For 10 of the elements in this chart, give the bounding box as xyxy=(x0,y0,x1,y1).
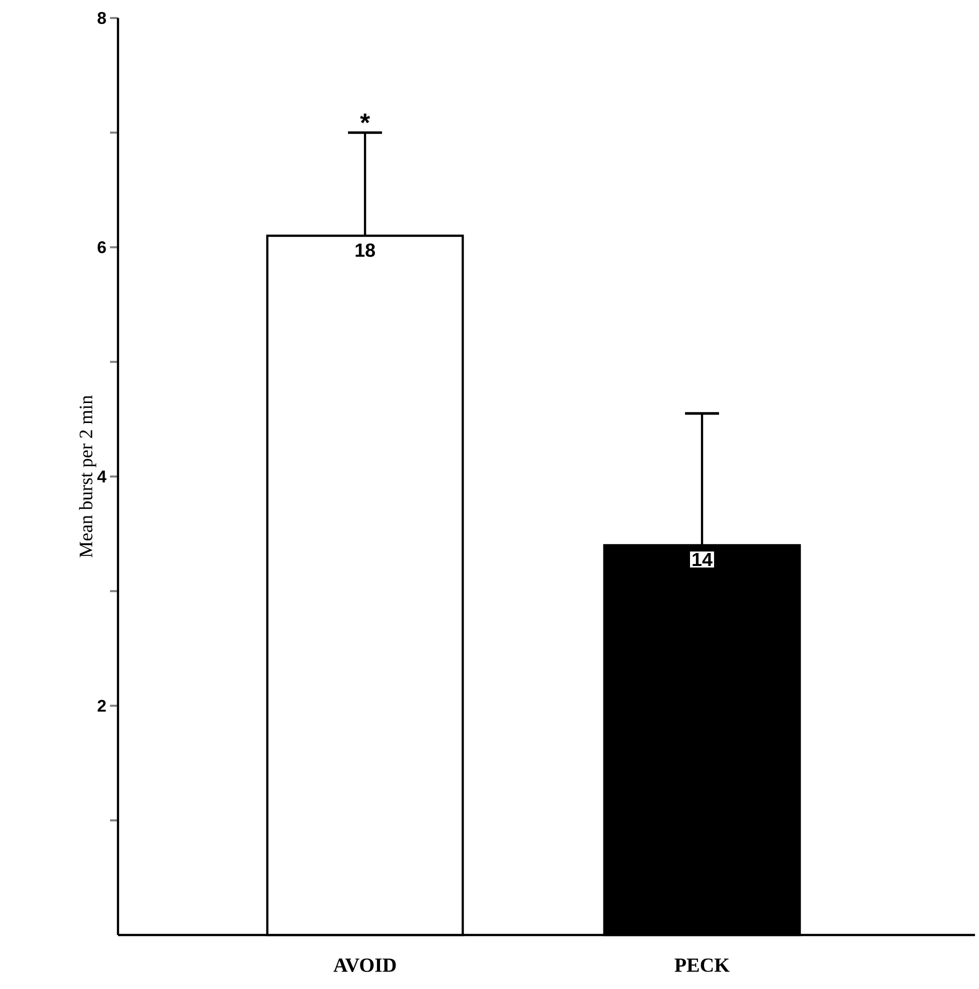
x-tick-label: PECK xyxy=(674,958,730,972)
y-tick-label: 4 xyxy=(97,470,106,482)
annotation: 18 xyxy=(356,243,375,257)
y-axis-title: Mean burst per 2 min xyxy=(79,395,96,558)
y-tick-label: 2 xyxy=(98,700,106,712)
x-tick-label: AVOID xyxy=(333,958,396,972)
annotation: * xyxy=(360,114,370,124)
annotation: 14 xyxy=(692,552,712,566)
y-tick-label: 8 xyxy=(98,12,106,24)
y-tick-label: 6 xyxy=(98,241,106,254)
